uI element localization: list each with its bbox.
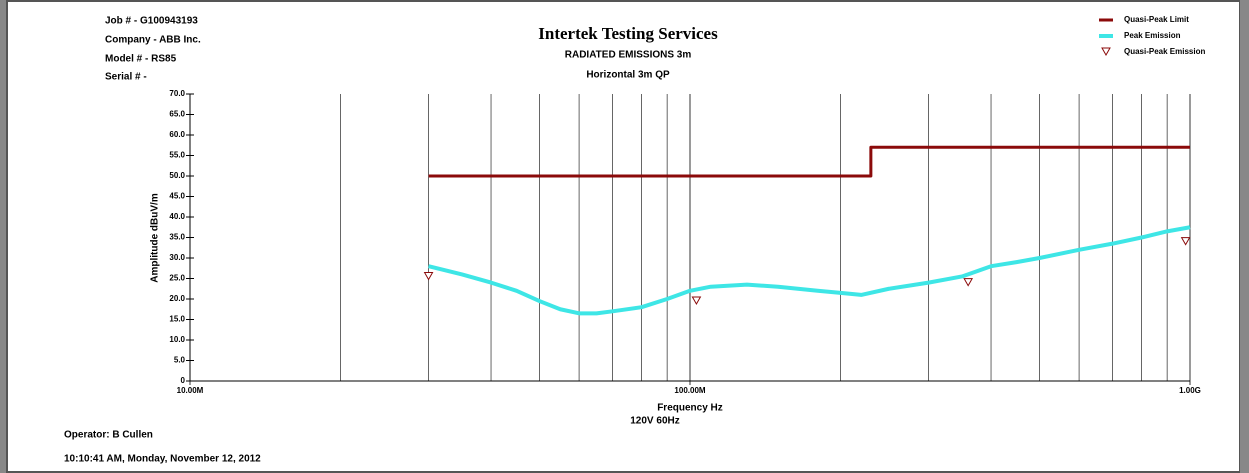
- x-tick-label: 1.00G: [1179, 386, 1201, 395]
- y-tick-label: 30.0: [169, 253, 185, 262]
- footer-line: 10:10:41 AM, Monday, November 12, 2012: [64, 454, 261, 465]
- y-tick-label: 45.0: [169, 192, 185, 201]
- chart-title: Intertek Testing Services: [538, 24, 718, 43]
- legend-label: Quasi-Peak Emission: [1124, 47, 1205, 56]
- footer-line: Operator: B Cullen: [64, 430, 153, 441]
- y-tick-label: 20.0: [169, 294, 185, 303]
- y-tick-label: 15.0: [169, 315, 185, 324]
- series-line: [428, 225, 1191, 316]
- header-line: Model # - RS85: [105, 54, 177, 65]
- subtitle: Horizontal 3m QP: [586, 70, 670, 81]
- y-tick-label: 40.0: [169, 212, 185, 221]
- y-tick-label: 35.0: [169, 233, 185, 242]
- subtitle: RADIATED EMISSIONS 3m: [565, 50, 692, 61]
- y-tick-label: 70.0: [169, 89, 185, 98]
- y-tick-label: 0: [181, 376, 186, 385]
- y-tick-label: 60.0: [169, 130, 185, 139]
- qp-marker: [691, 296, 702, 306]
- y-tick-label: 65.0: [169, 110, 185, 119]
- x-tick-label: 100.00M: [674, 386, 705, 395]
- x-axis-label: Frequency Hz: [657, 403, 723, 414]
- y-tick-label: 5.0: [174, 356, 186, 365]
- y-axis-label: Amplitude dBuV/m: [150, 193, 161, 283]
- y-tick-label: 55.0: [169, 151, 185, 160]
- qp-marker: [963, 278, 974, 287]
- header-line: Serial # -: [105, 72, 147, 83]
- y-tick-label: 25.0: [169, 274, 185, 283]
- header-line: Job # - G100943193: [105, 16, 198, 27]
- qp-marker: [423, 271, 434, 281]
- legend-marker: [1101, 47, 1111, 57]
- edge: [0, 0, 6, 473]
- legend-label: Peak Emission: [1124, 31, 1181, 40]
- y-tick-label: 50.0: [169, 171, 185, 180]
- x-note: 120V 60Hz: [630, 416, 679, 427]
- y-tick-label: 10.0: [169, 335, 185, 344]
- legend-label: Quasi-Peak Limit: [1124, 15, 1189, 24]
- header-line: Company - ABB Inc.: [105, 35, 201, 46]
- x-tick-label: 10.00M: [177, 386, 204, 395]
- edge: [1240, 0, 1249, 473]
- qp-marker: [1180, 237, 1191, 246]
- series-line: [428, 145, 1190, 178]
